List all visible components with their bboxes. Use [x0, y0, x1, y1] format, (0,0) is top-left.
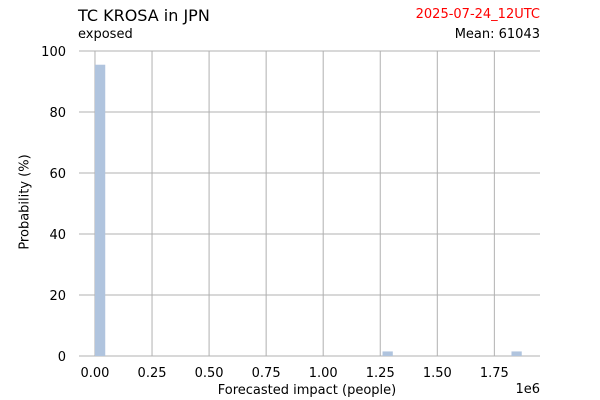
bars [94, 64, 522, 356]
tick-labels: 0.00 0.25 0.50 0.75 1.00 1.25 1.50 1.75 0 20 40 60 8… [41, 45, 509, 381]
chart-title: TC KROSA in JPN [78, 6, 210, 25]
histogram-bar [382, 351, 393, 356]
y-tick-label: 40 [49, 228, 66, 243]
forecast-date: 2025-07-24_12UTC [415, 7, 540, 22]
mean-value: Mean: 61043 [454, 27, 540, 42]
x-tick-label: 1.75 [480, 366, 509, 381]
grid-lines [79, 50, 540, 357]
x-tick-label: 0.50 [195, 366, 224, 381]
y-tick-label: 80 [49, 106, 66, 121]
y-tick-label: 20 [49, 289, 66, 304]
x-tick-label: 0.00 [80, 366, 109, 381]
y-tick-label: 100 [41, 45, 66, 60]
histogram-bar [94, 64, 106, 356]
y-tick-label: 0 [58, 350, 66, 365]
x-axis-label: Forecasted impact (people) [217, 383, 397, 398]
chart-subtitle: exposed [78, 27, 133, 42]
x-tick-label: 1.50 [423, 366, 452, 381]
x-tick-label: 0.75 [252, 366, 281, 381]
y-tick-label: 60 [49, 167, 66, 182]
x-tick-label: 1.00 [309, 366, 338, 381]
histogram-bar [511, 351, 522, 356]
x-axis-offset-label: 1e6 [515, 382, 540, 397]
x-tick-label: 1.25 [366, 366, 395, 381]
x-tick-label: 0.25 [138, 366, 167, 381]
